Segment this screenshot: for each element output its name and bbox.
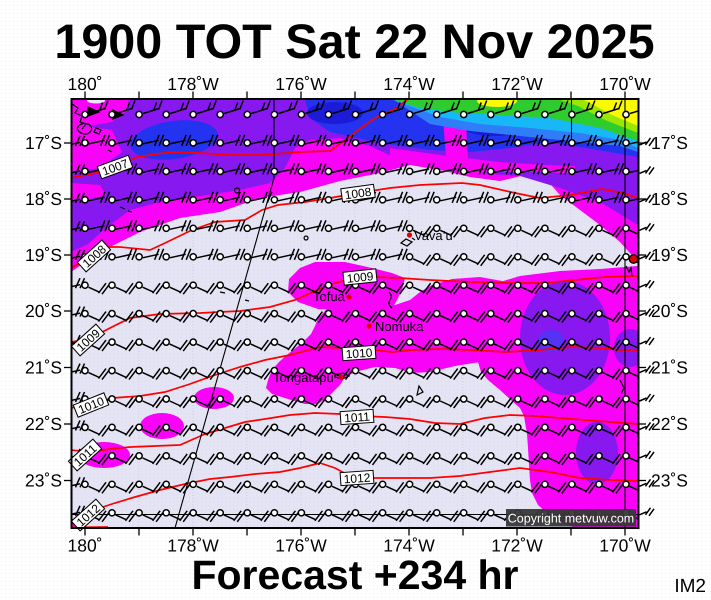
svg-text:Nomuka: Nomuka <box>375 319 424 334</box>
svg-text:172˚W: 172˚W <box>491 74 543 94</box>
svg-text:18˚S: 18˚S <box>25 189 62 209</box>
svg-text:176˚W: 176˚W <box>275 74 327 94</box>
svg-text:1008: 1008 <box>344 185 373 203</box>
svg-text:178˚W: 178˚W <box>167 536 219 556</box>
svg-text:20˚S: 20˚S <box>25 301 62 321</box>
svg-text:1012: 1012 <box>343 471 371 487</box>
svg-text:170˚W: 170˚W <box>599 536 651 556</box>
svg-text:1900 TOT Sat 22 Nov 2025: 1900 TOT Sat 22 Nov 2025 <box>54 15 654 69</box>
svg-text:Tongatapu: Tongatapu <box>273 370 334 385</box>
svg-text:20˚S: 20˚S <box>651 301 688 321</box>
svg-text:18˚S: 18˚S <box>651 189 688 209</box>
svg-text:22˚S: 22˚S <box>651 414 688 434</box>
svg-text:1011: 1011 <box>344 410 371 426</box>
svg-text:172˚W: 172˚W <box>491 536 543 556</box>
svg-text:174˚W: 174˚W <box>383 536 435 556</box>
svg-text:Forecast +234 hr: Forecast +234 hr <box>191 552 518 598</box>
svg-text:Vava’u: Vava’u <box>414 228 453 243</box>
svg-text:180˚: 180˚ <box>67 536 102 556</box>
svg-text:19˚S: 19˚S <box>651 245 688 265</box>
svg-text:23˚S: 23˚S <box>25 471 62 491</box>
svg-text:178˚W: 178˚W <box>167 74 219 94</box>
svg-text:IM2: IM2 <box>674 576 706 597</box>
svg-text:21˚S: 21˚S <box>651 358 688 378</box>
svg-text:23˚S: 23˚S <box>651 471 688 491</box>
svg-text:17˚S: 17˚S <box>651 133 688 153</box>
svg-text:22˚S: 22˚S <box>25 414 62 434</box>
svg-text:Copyright metvuw.com: Copyright metvuw.com <box>508 512 634 526</box>
svg-text:17˚S: 17˚S <box>25 133 62 153</box>
svg-text:174˚W: 174˚W <box>383 74 435 94</box>
svg-text:180˚: 180˚ <box>67 74 102 94</box>
svg-text:1010: 1010 <box>345 346 373 362</box>
svg-text:176˚W: 176˚W <box>275 536 327 556</box>
svg-text:Tofua: Tofua <box>313 289 346 304</box>
svg-text:21˚S: 21˚S <box>25 358 62 378</box>
svg-text:19˚S: 19˚S <box>25 245 62 265</box>
svg-text:170˚W: 170˚W <box>599 74 651 94</box>
svg-text:1009: 1009 <box>346 269 374 286</box>
